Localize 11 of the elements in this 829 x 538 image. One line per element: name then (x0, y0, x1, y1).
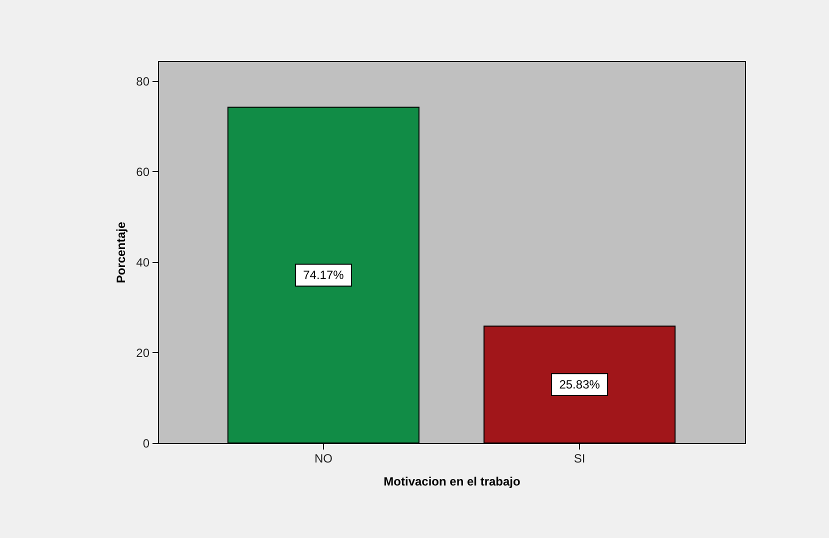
y-tick-label: 20 (136, 346, 150, 360)
data-label: 25.83% (559, 378, 600, 392)
y-tick-label: 40 (136, 255, 150, 270)
x-axis-title: Motivacion en el trabajo (384, 474, 520, 488)
x-tick-label: NO (314, 452, 332, 466)
data-label: 74.17% (303, 268, 344, 282)
y-tick-label: 0 (142, 436, 150, 450)
y-tick-label: 60 (136, 164, 150, 179)
y-tick-label: 80 (136, 74, 150, 88)
x-tick-label: SI (574, 452, 586, 466)
y-axis-title: Porcentaje (114, 221, 128, 284)
